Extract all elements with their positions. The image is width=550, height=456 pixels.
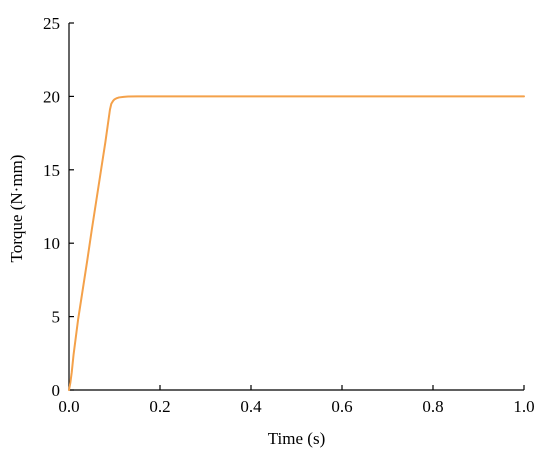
y-tick-label: 5	[52, 308, 61, 327]
y-tick-label: 20	[43, 87, 60, 106]
x-tick-label: 0.4	[240, 397, 262, 416]
axes	[68, 23, 524, 391]
y-tick-label: 0	[52, 381, 61, 400]
x-axis-label: Time (s)	[268, 429, 325, 448]
y-axis-label: Torque (N·mm)	[7, 155, 26, 263]
y-tick-label: 15	[43, 161, 60, 180]
x-tick-label: 0.0	[58, 397, 79, 416]
x-tick-label: 1.0	[513, 397, 534, 416]
y-tick-label: 10	[43, 234, 60, 253]
x-tick-label: 0.6	[331, 397, 352, 416]
ticks: 0.0 0.2 0.4 0.6 0.8 1.0 0 5 10 15 20 25	[43, 14, 535, 416]
plot-area	[68, 95, 525, 391]
x-tick-label: 0.8	[422, 397, 443, 416]
x-tick-label: 0.2	[149, 397, 170, 416]
series-line-0	[68, 95, 525, 391]
y-tick-label: 25	[43, 14, 60, 33]
